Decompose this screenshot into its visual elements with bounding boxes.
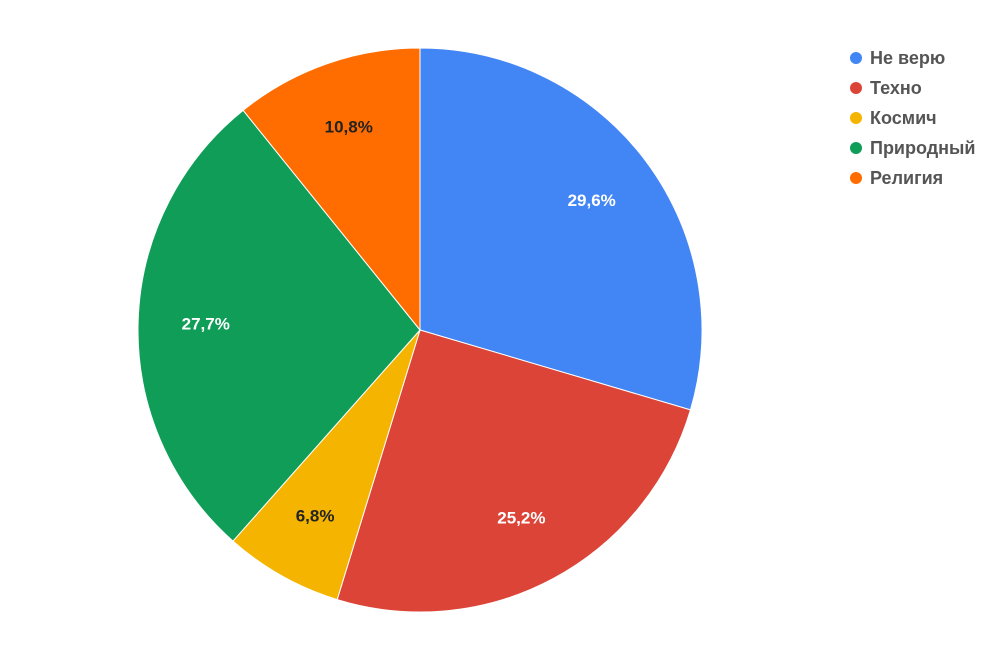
slice-label: 27,7% bbox=[182, 314, 230, 333]
legend-marker bbox=[850, 52, 862, 64]
slice-label: 6,8% bbox=[296, 506, 335, 525]
pie-slice bbox=[336, 329, 692, 613]
legend-label: Религия bbox=[870, 168, 943, 188]
pie-slice bbox=[242, 47, 421, 332]
slice-label: 25,2% bbox=[497, 508, 545, 527]
legend-marker bbox=[850, 112, 862, 124]
pie-slice bbox=[137, 109, 421, 542]
legend-label: Техно bbox=[870, 78, 922, 98]
legend-marker bbox=[850, 172, 862, 184]
legend-label: Не верю bbox=[870, 48, 945, 68]
pie-slice bbox=[419, 47, 703, 411]
pie-slice bbox=[232, 329, 421, 601]
legend-label: Природный bbox=[870, 138, 976, 158]
legend-marker bbox=[850, 82, 862, 94]
slice-label: 10,8% bbox=[325, 117, 373, 136]
legend-label: Космич bbox=[870, 108, 937, 128]
legend-marker bbox=[850, 142, 862, 154]
slice-label: 29,6% bbox=[568, 191, 616, 210]
